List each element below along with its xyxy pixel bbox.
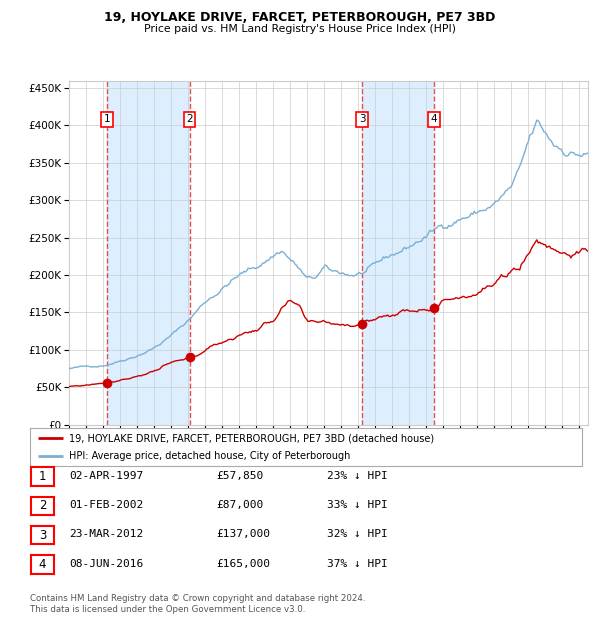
Text: £137,000: £137,000 (216, 529, 270, 539)
Text: This data is licensed under the Open Government Licence v3.0.: This data is licensed under the Open Gov… (30, 604, 305, 614)
Bar (362, 81, 434, 425)
Text: 37% ↓ HPI: 37% ↓ HPI (327, 559, 388, 569)
Text: Price paid vs. HM Land Registry's House Price Index (HPI): Price paid vs. HM Land Registry's House … (144, 24, 456, 33)
Bar (107, 81, 190, 425)
Text: £57,850: £57,850 (216, 471, 263, 481)
Text: 2: 2 (186, 115, 193, 125)
Text: 32% ↓ HPI: 32% ↓ HPI (327, 529, 388, 539)
Text: Contains HM Land Registry data © Crown copyright and database right 2024.: Contains HM Land Registry data © Crown c… (30, 593, 365, 603)
Text: 19, HOYLAKE DRIVE, FARCET, PETERBOROUGH, PE7 3BD (detached house): 19, HOYLAKE DRIVE, FARCET, PETERBOROUGH,… (68, 433, 434, 443)
Text: 4: 4 (39, 558, 46, 570)
Text: 23% ↓ HPI: 23% ↓ HPI (327, 471, 388, 481)
Text: 3: 3 (39, 529, 46, 541)
Text: 23-MAR-2012: 23-MAR-2012 (69, 529, 143, 539)
Text: 1: 1 (39, 471, 46, 483)
Text: £165,000: £165,000 (216, 559, 270, 569)
Text: 4: 4 (431, 115, 437, 125)
Text: 01-FEB-2002: 01-FEB-2002 (69, 500, 143, 510)
Text: £87,000: £87,000 (216, 500, 263, 510)
Text: HPI: Average price, detached house, City of Peterborough: HPI: Average price, detached house, City… (68, 451, 350, 461)
Text: 2: 2 (39, 500, 46, 512)
Text: 02-APR-1997: 02-APR-1997 (69, 471, 143, 481)
Text: 08-JUN-2016: 08-JUN-2016 (69, 559, 143, 569)
Text: 19, HOYLAKE DRIVE, FARCET, PETERBOROUGH, PE7 3BD: 19, HOYLAKE DRIVE, FARCET, PETERBOROUGH,… (104, 11, 496, 24)
Text: 33% ↓ HPI: 33% ↓ HPI (327, 500, 388, 510)
Text: 1: 1 (104, 115, 110, 125)
Text: 3: 3 (359, 115, 365, 125)
